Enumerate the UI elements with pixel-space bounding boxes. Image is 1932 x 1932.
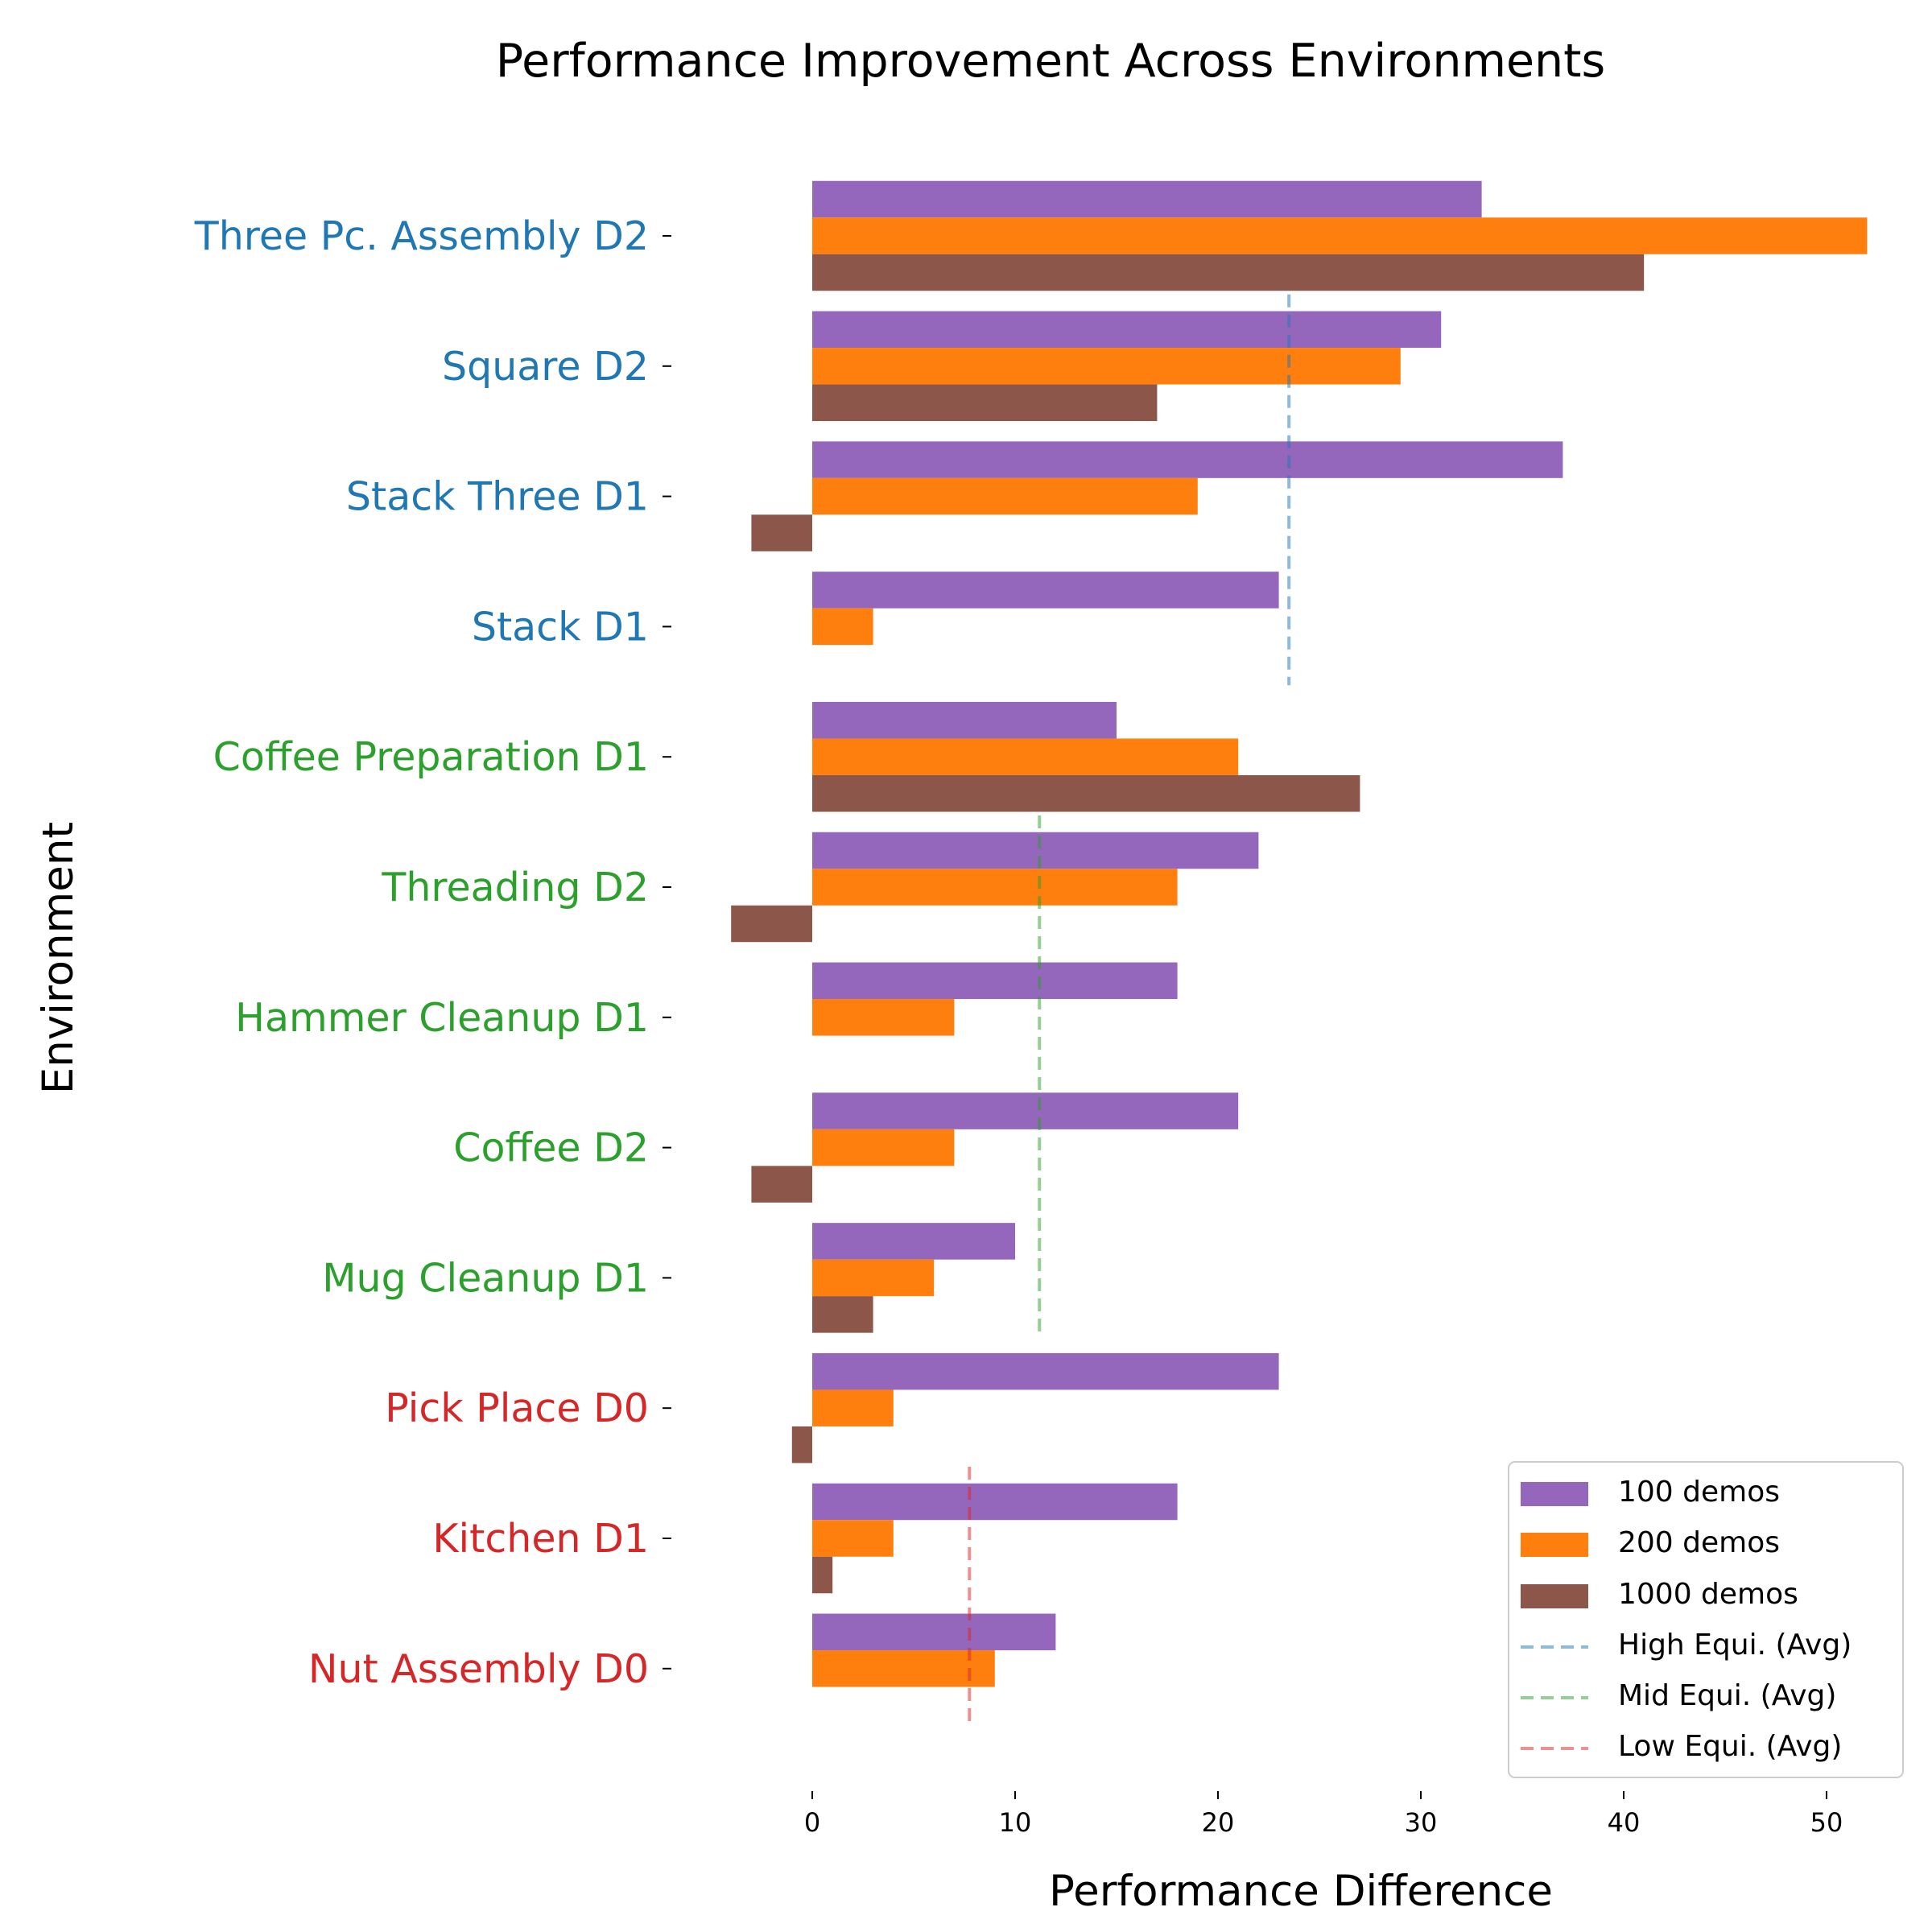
bar-1000-demos-2 [751,514,812,551]
bar-1000-demos-10 [812,1556,833,1594]
legend-label: 1000 demos [1618,1578,1798,1611]
x-tick-label: 50 [1810,1807,1843,1838]
x-axis-label: Performance Difference [1049,1867,1553,1916]
y-tick-label: Hammer Cleanup D1 [235,995,649,1041]
chart-title: Performance Improvement Across Environme… [496,35,1605,88]
y-tick-label: Mug Cleanup D1 [322,1255,649,1301]
bar-200-demos-4 [812,738,1239,775]
bar-100-demos-0 [812,180,1482,218]
bar-1000-demos-8 [812,1296,873,1333]
bar-100-demos-7 [812,1092,1239,1129]
bar-100-demos-2 [812,441,1563,478]
bar-200-demos-1 [812,348,1401,385]
legend-swatch [1521,1584,1588,1608]
bar-200-demos-10 [812,1520,894,1557]
bar-1000-demos-4 [812,774,1360,812]
bar-200-demos-11 [812,1650,995,1687]
bar-200-demos-5 [812,869,1178,906]
bar-1000-demos-0 [812,254,1645,291]
x-tick-label: 20 [1202,1807,1235,1838]
bar-200-demos-9 [812,1389,894,1426]
legend-label: 200 demos [1618,1526,1780,1559]
bar-200-demos-7 [812,1129,955,1166]
bar-200-demos-2 [812,477,1198,515]
y-tick-label: Threading D2 [381,865,649,910]
y-tick-label: Stack Three D1 [346,474,649,520]
bar-100-demos-9 [812,1352,1279,1390]
bar-100-demos-11 [812,1613,1056,1651]
y-tick-label: Three Pc. Assembly D2 [194,213,649,259]
bar-100-demos-5 [812,832,1259,869]
legend-frame [1508,1461,1904,1778]
bar-1000-demos-1 [812,384,1158,422]
bar-1000-demos-7 [751,1166,812,1203]
bar-200-demos-6 [812,999,955,1036]
y-tick-label: Stack D1 [472,604,649,650]
x-tick-label: 30 [1405,1807,1438,1838]
bar-1000-demos-9 [791,1426,812,1463]
bar-100-demos-3 [812,572,1279,609]
bar-200-demos-3 [812,608,873,646]
y-tick-label: Square D2 [442,344,649,390]
legend-label: 100 demos [1618,1476,1780,1509]
legend-label: High Equi. (Avg) [1618,1629,1852,1662]
x-tick-label: 0 [804,1807,820,1838]
bar-100-demos-10 [812,1483,1178,1521]
bar-1000-demos-5 [731,905,812,943]
y-tick-label: Kitchen D1 [432,1516,649,1562]
y-tick-label: Pick Place D0 [385,1385,649,1431]
x-tick-label: 10 [999,1807,1032,1838]
plot-area: Three Pc. Assembly D2 Square D2 Stack Thre… [194,180,1868,1838]
bar-100-demos-6 [812,962,1178,1000]
y-tick-label: Coffee D2 [453,1125,649,1171]
y-axis-label: Environment [34,822,83,1094]
y-tick-label: Nut Assembly D0 [308,1646,649,1692]
bar-100-demos-8 [812,1223,1015,1260]
bar-200-demos-8 [812,1259,935,1297]
legend-label: Low Equi. (Avg) [1618,1730,1842,1763]
bar-200-demos-0 [812,217,1868,254]
legend-label: Mid Equi. (Avg) [1618,1679,1836,1712]
x-tick-label: 40 [1608,1807,1641,1838]
legend: 100 demos 200 demos 1000 demos High Equi. (… [1508,1461,1904,1778]
y-tick-label: Coffee Preparation D1 [213,734,649,780]
legend-swatch [1521,1533,1588,1557]
bar-100-demos-1 [812,311,1442,349]
legend-swatch [1521,1482,1588,1506]
bar-100-demos-4 [812,701,1117,739]
